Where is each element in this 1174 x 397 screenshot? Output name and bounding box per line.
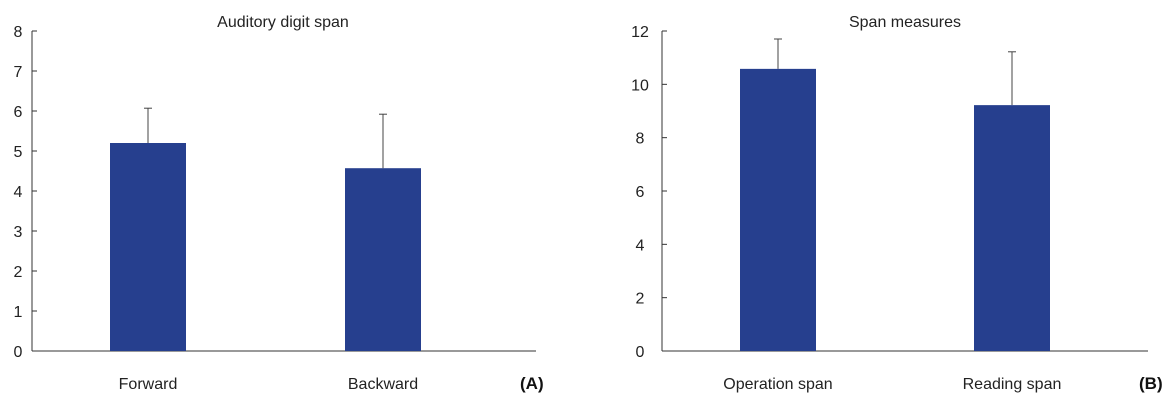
panel-a-y-ticks: 0 1 2 3 4 5 6 7 8: [14, 24, 37, 361]
x-category-label: Forward: [119, 376, 178, 393]
panel-b-y-ticks: 0 2 4 6 8 10 12: [631, 24, 667, 361]
y-tick-label: 6: [14, 104, 23, 121]
x-category-label: Backward: [348, 376, 418, 393]
x-category-label: Reading span: [963, 376, 1062, 393]
bar: [110, 143, 186, 351]
panel-a-chart: Auditory digit span 0 1 2 3 4 5 6 7 8 Forward Bac…: [14, 14, 544, 393]
y-tick-label: 7: [14, 64, 23, 81]
y-tick-label: 8: [636, 131, 645, 148]
x-category-label: Operation span: [723, 376, 832, 393]
panel-b-category-labels: Operation span Reading span: [723, 376, 1061, 393]
panel-a-bars: [110, 107, 421, 351]
y-tick-label: 5: [14, 144, 23, 161]
panel-a-category-labels: Forward Backward: [119, 376, 418, 393]
y-tick-label: 4: [636, 237, 645, 254]
y-tick-label: 2: [14, 264, 23, 281]
y-tick-label: 12: [631, 24, 649, 41]
panel-b-chart: Span measures 0 2 4 6 8 10 12 Operation span Re…: [631, 14, 1163, 393]
panel-a-title: Auditory digit span: [217, 14, 349, 31]
y-tick-label: 4: [14, 184, 23, 201]
bar: [740, 68, 816, 351]
panel-b-bars: [740, 38, 1050, 351]
y-tick-label: 3: [14, 224, 23, 241]
y-tick-label: 6: [636, 184, 645, 201]
y-tick-label: 8: [14, 24, 23, 41]
panel-b-tag: (B): [1139, 374, 1163, 393]
panel-b-title: Span measures: [849, 14, 961, 31]
y-tick-label: 1: [14, 304, 23, 321]
y-tick-label: 10: [631, 77, 649, 94]
y-tick-label: 0: [636, 344, 645, 361]
y-tick-label: 2: [636, 291, 645, 308]
y-tick-label: 0: [14, 344, 23, 361]
bar: [345, 168, 421, 351]
panel-a-tag: (A): [520, 374, 544, 393]
bar: [974, 105, 1050, 351]
